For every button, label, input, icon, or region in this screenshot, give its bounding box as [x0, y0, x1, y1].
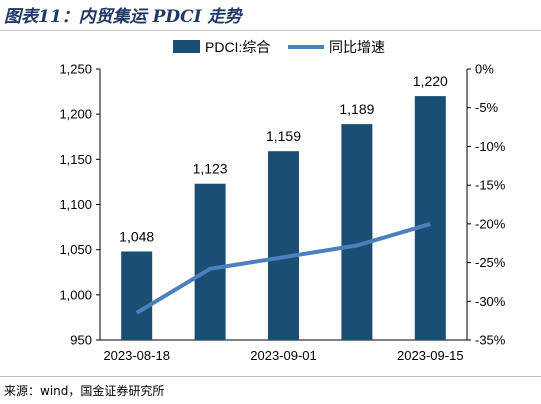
x-tick-label: 2023-09-01 [250, 348, 317, 363]
right-tick-label: -10% [475, 139, 506, 154]
right-tick-label: -35% [475, 333, 506, 348]
left-tick-label: 1,200 [59, 107, 92, 122]
left-tick-label: 1,250 [59, 62, 92, 77]
right-tick-label: -15% [475, 178, 506, 193]
left-tick-label: 950 [70, 333, 92, 348]
bar [194, 183, 226, 340]
chart-area: 1,250 1,200 1,150 1,100 1,050 1,000 950 0% -5% -1… [59, 39, 506, 363]
x-tick-label: 2023-08-18 [103, 348, 170, 363]
bar-data-label: 1,220 [413, 73, 448, 89]
left-tick-label: 1,050 [59, 242, 92, 257]
bar-data-label: 1,189 [339, 101, 374, 117]
legend-bar-swatch [173, 40, 200, 53]
source-note: 来源：wind，国金证券研究所 [4, 384, 165, 398]
bar [268, 151, 299, 340]
bar-data-label: 1,159 [266, 128, 301, 144]
footer-divider [0, 376, 541, 377]
bar-data-label: 1,048 [119, 228, 154, 244]
legend-bar-label: PDCI:综合 [205, 39, 270, 55]
bar [414, 96, 446, 340]
right-tick-label: -30% [475, 294, 506, 309]
right-tick-label: -20% [475, 216, 506, 231]
title-divider [0, 30, 541, 31]
x-tick-label: 2023-09-15 [397, 348, 464, 363]
bar [341, 124, 373, 340]
right-tick-label: -5% [475, 100, 499, 115]
yoy-growth-line [135, 221, 431, 315]
left-tick-label: 1,000 [59, 287, 92, 302]
legend-line-label: 同比增速 [329, 39, 385, 55]
left-tick-label: 1,150 [59, 152, 92, 167]
right-tick-label: -25% [475, 255, 506, 270]
bar [121, 251, 153, 340]
left-tick-label: 1,100 [59, 197, 92, 212]
chart-title: 图表11：内贸集运 PDCI 走势 [4, 7, 242, 27]
bar-data-label: 1,123 [193, 161, 228, 177]
right-tick-label: 0% [475, 62, 494, 77]
